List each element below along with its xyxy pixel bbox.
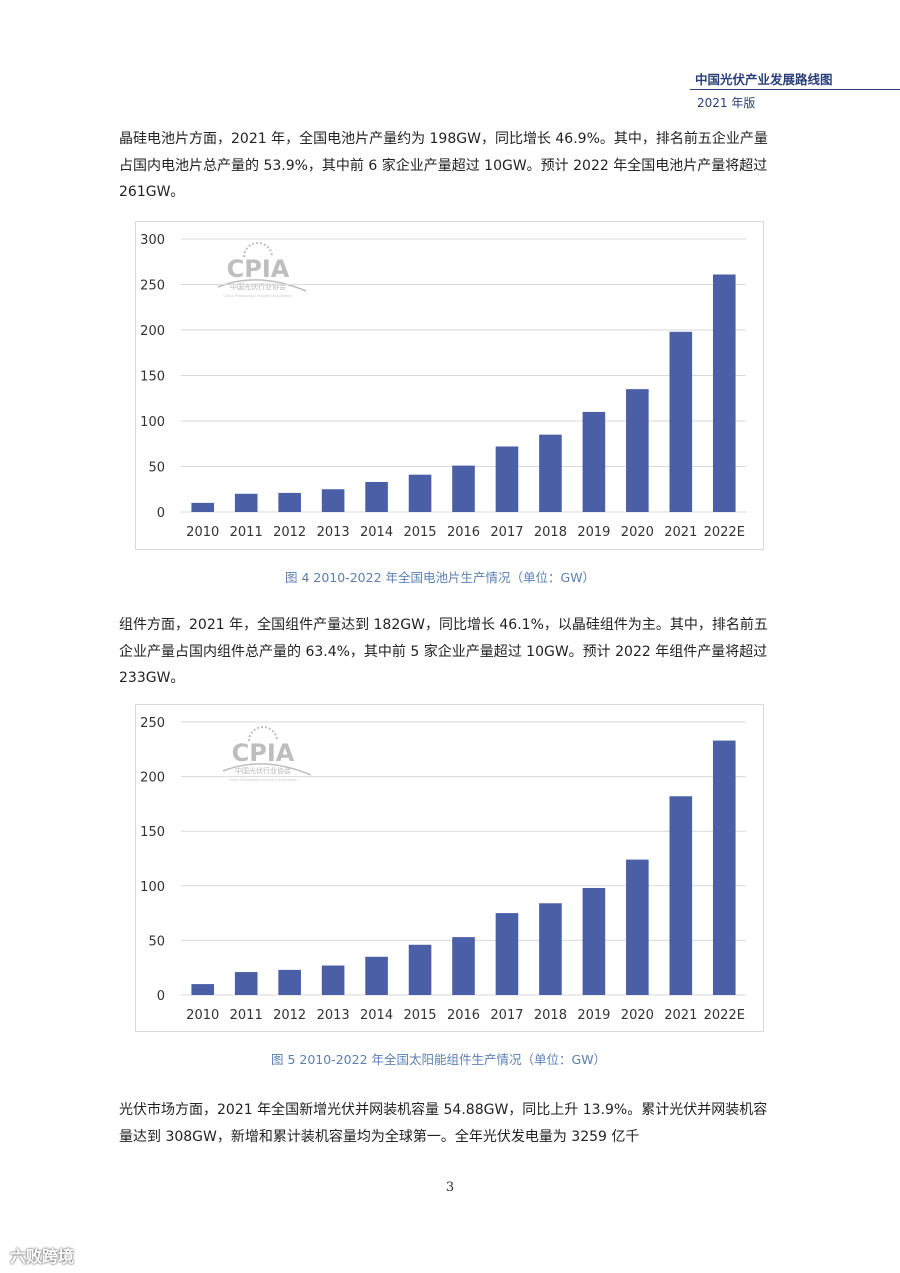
header-divider (690, 89, 900, 90)
x-tick-label: 2013 (317, 1008, 350, 1023)
x-tick-label: 2012 (273, 1008, 306, 1023)
x-tick-label: 2016 (447, 525, 480, 540)
bar-2016 (452, 937, 475, 995)
x-tick-label: 2010 (186, 525, 219, 540)
header-title: 中国光伏产业发展路线图 (695, 72, 833, 87)
paragraph-pv-market: 光伏市场方面，2021 年全国新增光伏并网装机容量 54.88GW，同比上升 1… (119, 1102, 768, 1145)
x-tick-label: 2020 (621, 525, 654, 540)
paragraph-module-production: 组件方面，2021 年，全国组件产量达到 182GW，同比增长 46.1%，以晶… (119, 617, 768, 686)
bar-2012 (278, 492, 301, 512)
figure-caption-5: 图 5 2010-2022 年全国太阳能组件生产情况（单位：GW） (271, 1052, 607, 1067)
bar-2021 (669, 331, 693, 512)
x-tick-label: 2016 (447, 1008, 480, 1023)
cpia-logo-subtext: 中国光伏行业协会 (230, 282, 286, 291)
y-tick-label: 50 (148, 934, 165, 949)
y-tick-label: 250 (140, 716, 165, 731)
bar-2011 (234, 972, 258, 995)
cpia-logo-text: CPIA (227, 255, 290, 283)
bar-2018 (539, 434, 562, 512)
y-tick-label: 150 (140, 370, 165, 385)
x-tick-label: 2019 (577, 1008, 610, 1023)
y-tick-label: 150 (140, 825, 165, 840)
bar-2019 (582, 887, 606, 995)
x-tick-label: 2019 (577, 525, 610, 540)
x-tick-label: 2017 (490, 525, 523, 540)
y-tick-label: 300 (140, 233, 165, 248)
cpia-logo-tagline: China Photovoltaic Industry Association (223, 294, 292, 298)
header-subtitle: 2021 年版 (697, 96, 756, 110)
bar-2013 (321, 965, 345, 995)
bar-2016 (452, 465, 475, 512)
y-tick-label: 0 (157, 989, 165, 1004)
sun-rays-icon (243, 242, 273, 258)
bar-2021 (669, 796, 693, 995)
x-tick-label: 2015 (403, 525, 436, 540)
bar-2018 (539, 903, 562, 995)
x-tick-label: 2021 (664, 1008, 697, 1023)
x-tick-label: 2015 (403, 1008, 436, 1023)
bar-2010 (191, 502, 215, 512)
bar-2019 (582, 411, 606, 512)
y-tick-label: 200 (140, 324, 165, 339)
cpia-logo-text: CPIA (232, 739, 295, 767)
bar-2012 (278, 969, 301, 995)
bar-2014 (365, 956, 388, 995)
page-number: 3 (445, 1180, 455, 1195)
x-tick-label: 2014 (360, 1008, 393, 1023)
chart-cell-production: CPIA 中国光伏行业协会 China Photovoltaic Industry … (135, 221, 764, 550)
y-tick-label: 200 (140, 771, 165, 786)
x-tick-label: 2014 (360, 525, 393, 540)
bar-2017 (495, 913, 519, 995)
bar-2022E (712, 274, 736, 512)
x-tick-label: 2018 (534, 525, 567, 540)
x-tick-label: 2018 (534, 1008, 567, 1023)
corner-watermark-text: 六败跨境 (10, 1247, 75, 1266)
figure-caption-4: 图 4 2010-2022 年全国电池片生产情况（单位：GW） (285, 570, 596, 585)
sun-rays-icon (248, 726, 278, 742)
cpia-logo-subtext: 中国光伏行业协会 (235, 766, 291, 775)
bar-2022E (712, 740, 736, 995)
y-tick-label: 0 (157, 506, 165, 521)
y-tick-label: 100 (140, 880, 165, 895)
x-tick-label: 2017 (490, 1008, 523, 1023)
bar-2010 (191, 984, 215, 995)
x-tick-label: 2011 (230, 525, 263, 540)
x-tick-label: 2011 (230, 1008, 263, 1023)
x-tick-label: 2012 (273, 525, 306, 540)
bar-2011 (234, 493, 258, 512)
y-tick-label: 100 (140, 415, 165, 430)
paragraph-cell-production: 晶硅电池片方面，2021 年，全国电池片产量约为 198GW，同比增长 46.9… (119, 131, 768, 200)
x-tick-label: 2022E (704, 525, 745, 540)
bar-2020 (626, 859, 649, 995)
bar-2020 (626, 389, 649, 512)
bar-2015 (408, 474, 432, 512)
bar-2014 (365, 481, 388, 512)
bar-2015 (408, 944, 432, 995)
x-tick-label: 2022E (704, 1008, 745, 1023)
y-tick-label: 250 (140, 279, 165, 294)
y-tick-label: 50 (148, 461, 165, 476)
bar-2013 (321, 489, 345, 512)
bar-2017 (495, 446, 519, 512)
x-tick-label: 2020 (621, 1008, 654, 1023)
x-tick-label: 2013 (317, 525, 350, 540)
cpia-logo-tagline: China Photovoltaic Industry Association (228, 778, 297, 782)
corner-watermark: 六败跨境 (10, 1243, 74, 1267)
x-tick-label: 2021 (664, 525, 697, 540)
x-tick-label: 2010 (186, 1008, 219, 1023)
swoosh-icon (222, 763, 312, 776)
chart-module-production: CPIA 中国光伏行业协会 China Photovoltaic Industry … (135, 704, 764, 1032)
